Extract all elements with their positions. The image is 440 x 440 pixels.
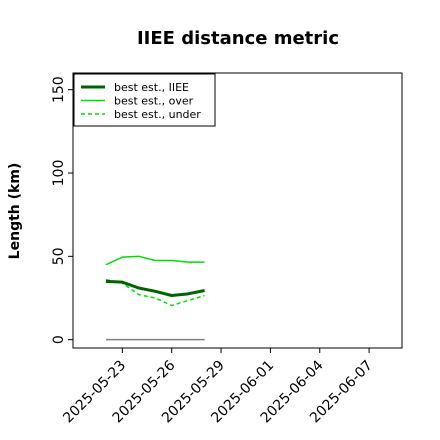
y-axis-ticks: 0 50 100 150 <box>51 76 73 344</box>
y-tick-label: 0 <box>51 335 67 344</box>
legend-label: best est., over <box>114 95 194 108</box>
y-tick-label: 150 <box>51 76 67 103</box>
plot-area <box>72 72 403 349</box>
y-tick-label: 50 <box>51 247 67 265</box>
series-line-best-est-iiee <box>105 279 205 297</box>
series-layer <box>105 255 205 341</box>
y-axis-label: Length (km) <box>7 163 23 260</box>
series-line-best-est-over <box>105 255 205 266</box>
y-tick-label: 100 <box>51 160 67 187</box>
chart-title: IIEE distance metric <box>137 28 339 49</box>
legend-label: best est., under <box>114 108 201 121</box>
legend-label: best est., IIEE <box>114 81 189 94</box>
x-axis-ticks: 2025-05-232025-05-262025-05-292025-06-01… <box>60 348 376 426</box>
